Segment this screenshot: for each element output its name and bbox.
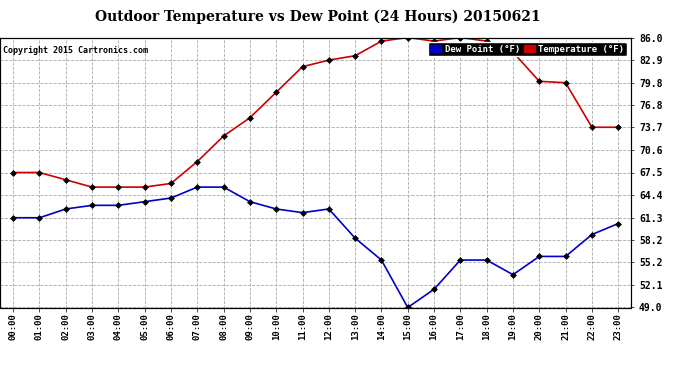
Text: Copyright 2015 Cartronics.com: Copyright 2015 Cartronics.com (3, 46, 148, 55)
Legend: Dew Point (°F), Temperature (°F): Dew Point (°F), Temperature (°F) (428, 42, 627, 56)
Text: Outdoor Temperature vs Dew Point (24 Hours) 20150621: Outdoor Temperature vs Dew Point (24 Hou… (95, 9, 540, 24)
